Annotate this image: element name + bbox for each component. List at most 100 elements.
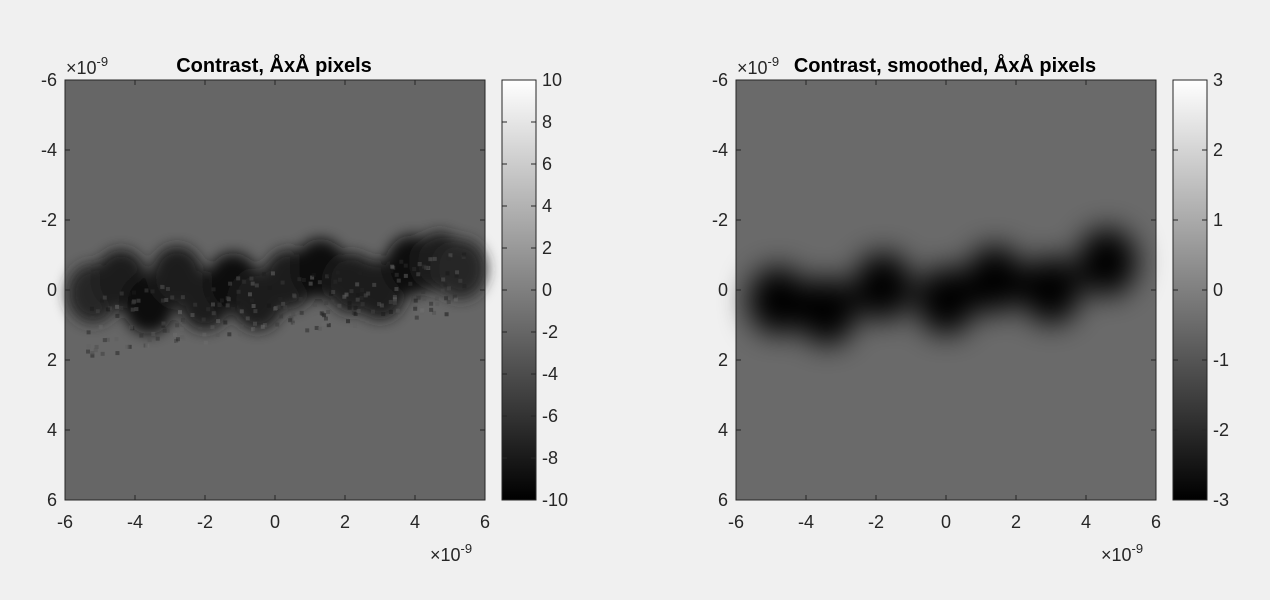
left-ytick-label: 2 [47,350,57,370]
left-speckle [399,259,404,264]
left-colorbar-tick-label: -10 [542,490,568,510]
left-speckle [267,285,272,290]
left-speckle [392,297,397,302]
right-xtick-label: -6 [728,512,744,532]
left-speckle [86,330,91,335]
left-speckle [454,273,459,278]
left-speckle [238,303,243,308]
left-speckle [388,309,393,314]
left-colorbar-tick-label: 8 [542,112,552,132]
left-ytick-label: -6 [41,70,57,90]
left-speckle [325,320,330,325]
left-speckle [281,301,286,306]
left-speckle [389,268,394,273]
left-speckle [346,319,351,324]
left-ytick-label: -4 [41,140,57,160]
left-speckle [352,323,357,328]
left-speckle [330,299,335,304]
left-speckle [86,349,91,354]
right-title: Contrast, smoothed, ÅxÅ pixels [794,53,1096,77]
left-blob-13 [434,239,487,299]
left-speckle [296,314,301,319]
left-speckle [182,319,187,324]
left-speckle [164,297,169,302]
left-speckle [241,279,246,284]
left-speckle [288,318,293,323]
left-speckle [94,344,99,349]
left-speckle [253,328,258,333]
left-speckle [132,290,137,295]
left-speckle [283,305,288,310]
left-xtick-label: 4 [410,512,420,532]
left-speckle [270,271,275,276]
left-speckle [126,292,131,297]
left-speckle [293,322,298,327]
left-speckle [250,298,255,303]
left-speckle [211,311,216,316]
left-speckle [266,303,271,308]
left-speckle [429,301,434,306]
left-speckle [392,300,397,305]
right-colorbar-ticks: 3 2 1 0 -1 -2 -3 [1173,70,1229,510]
left-colorbar-tick-label: -2 [542,322,558,342]
left-speckle [151,331,156,336]
left-speckle [165,286,170,291]
left-speckle [245,316,250,321]
left-ytick-label: -2 [41,210,57,230]
left-speckle [211,287,216,292]
left-speckle [444,296,449,301]
left-speckle [260,324,265,329]
left-ytick-label: 6 [47,490,57,510]
left-speckle [326,323,331,328]
left-speckle [136,298,141,303]
left-speckle [175,323,180,328]
left-speckle [360,288,365,293]
left-speckle [342,298,347,303]
right-colorbar [1172,79,1208,501]
left-speckle [89,306,94,311]
left-speckle [119,291,124,296]
left-speckle [262,272,267,277]
right-ytick-label: -6 [712,70,728,90]
left-speckle [145,343,150,348]
left-speckle [435,302,440,307]
left-speckle [461,254,466,259]
left-speckle [297,277,302,282]
left-speckle [223,320,228,325]
left-colorbar [501,79,537,501]
right-y-exponent: ×10-9 [737,54,779,78]
left-speckle [366,291,371,296]
left-speckle [99,298,104,303]
left-speckle [105,307,110,312]
left-speckle [317,326,322,331]
left-speckle [176,342,181,347]
right-colorbar-tick-label: 3 [1213,70,1223,90]
left-speckle [165,328,170,333]
left-speckle [275,322,280,327]
left-speckle [190,313,195,318]
left-speckle [127,344,132,349]
right-colorbar-tick-label: 1 [1213,210,1223,230]
right-blob-0 [748,266,808,335]
right-y-ticks: -6 -4 -2 0 2 4 6 [712,70,1156,510]
left-speckle [231,307,236,312]
left-speckle [453,297,458,302]
right-ytick-label: 0 [718,280,728,300]
left-speckle [412,295,417,300]
left-speckle [177,310,182,315]
left-xtick-label: 0 [270,512,280,532]
left-speckle [370,309,375,314]
left-speckle [219,298,224,303]
left-speckle [392,295,397,300]
left-speckle [119,305,124,310]
left-speckle [276,304,281,309]
left-colorbar-tick-label: -6 [542,406,558,426]
left-speckle [372,282,377,287]
left-speckle [210,302,215,307]
left-speckle [311,273,316,278]
left-speckle [290,320,295,325]
left-speckle [102,338,107,343]
left-speckle [115,313,120,318]
left-speckle [239,324,244,329]
